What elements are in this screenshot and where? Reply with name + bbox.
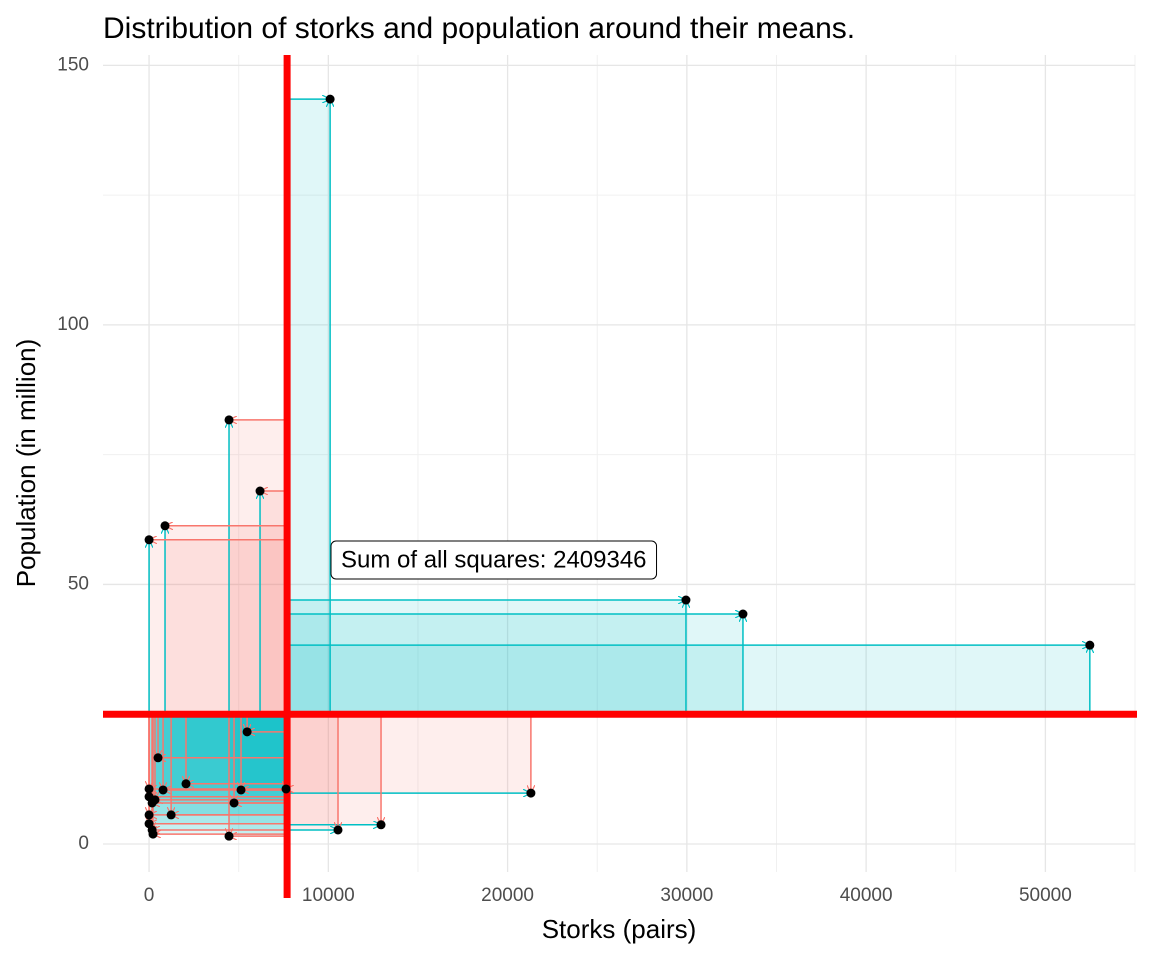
point bbox=[681, 595, 691, 605]
y-tick-label: 150 bbox=[57, 54, 89, 75]
deviation-square bbox=[158, 714, 288, 758]
deviation-square bbox=[229, 419, 288, 715]
y-tick-label: 0 bbox=[78, 833, 89, 854]
arrows bbox=[149, 99, 1090, 836]
point bbox=[281, 784, 291, 794]
point bbox=[236, 785, 246, 795]
point bbox=[229, 798, 239, 808]
deviation-square bbox=[149, 714, 288, 797]
chart-title: Distribution of storks and population ar… bbox=[103, 12, 855, 45]
deviation-square bbox=[287, 600, 686, 715]
y-tick-label: 50 bbox=[68, 573, 89, 594]
point bbox=[144, 784, 154, 794]
deviation-square bbox=[149, 714, 288, 815]
point bbox=[144, 535, 154, 545]
point bbox=[376, 820, 386, 830]
deviation-square bbox=[287, 714, 339, 830]
squares bbox=[149, 99, 1090, 837]
point bbox=[166, 810, 176, 820]
annotation-box bbox=[330, 540, 658, 580]
x-tick-label: 0 bbox=[144, 885, 155, 906]
point bbox=[242, 727, 252, 737]
deviation-square bbox=[287, 99, 331, 715]
deviation-square bbox=[287, 645, 1090, 715]
point bbox=[325, 94, 335, 104]
point bbox=[148, 829, 158, 839]
deviation-square bbox=[229, 714, 288, 837]
point bbox=[526, 788, 536, 798]
point bbox=[333, 825, 343, 835]
deviation-square bbox=[260, 491, 288, 715]
deviation-square bbox=[149, 539, 288, 715]
x-tick-label: 30000 bbox=[660, 885, 713, 906]
deviation-square bbox=[165, 525, 288, 715]
deviation-square bbox=[154, 714, 288, 800]
deviation-square bbox=[152, 714, 288, 803]
x-axis-title: Storks (pairs) bbox=[542, 914, 697, 944]
point bbox=[153, 753, 163, 763]
x-tick-label: 10000 bbox=[302, 885, 355, 906]
point bbox=[144, 810, 154, 820]
point bbox=[1085, 640, 1095, 650]
deviation-square bbox=[287, 714, 382, 825]
point bbox=[158, 785, 168, 795]
x-tick-label: 20000 bbox=[481, 885, 534, 906]
deviation-square bbox=[185, 714, 288, 784]
deviation-square bbox=[149, 714, 288, 789]
annotation: Sum of all squares: 2409346 bbox=[341, 546, 647, 573]
deviation-square bbox=[287, 614, 743, 715]
x-tick-label: 50000 bbox=[1019, 885, 1072, 906]
point bbox=[160, 521, 170, 531]
deviation-square bbox=[287, 714, 531, 794]
y-axis-title: Population (in million) bbox=[11, 339, 41, 588]
point bbox=[147, 798, 157, 808]
deviation-square bbox=[247, 714, 288, 732]
point bbox=[181, 779, 191, 789]
point bbox=[224, 415, 234, 425]
point bbox=[224, 831, 234, 841]
point bbox=[255, 486, 265, 496]
y-tick-label: 100 bbox=[57, 314, 89, 335]
point bbox=[738, 609, 748, 619]
x-tick-label: 40000 bbox=[840, 885, 893, 906]
